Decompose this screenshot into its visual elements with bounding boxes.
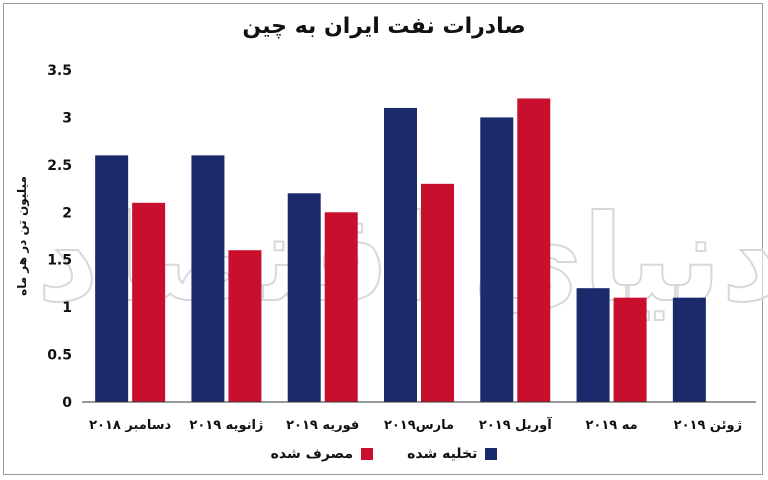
x-tick-label: فوریه ۲۰۱۹ (286, 418, 359, 433)
bar-consumed (228, 250, 262, 402)
y-tick-label: 3 (62, 110, 72, 126)
legend-swatch-unloaded (485, 448, 498, 460)
y-tick-label: 1.5 (47, 253, 72, 269)
x-tick-label: آوریل ۲۰۱۹ (479, 416, 552, 433)
bar-unloaded (672, 297, 706, 402)
x-tick-label: ژانویه ۲۰۱۹ (189, 418, 263, 433)
x-tick-label: ژوئن ۲۰۱۹ (674, 418, 742, 433)
y-tick-label: 2 (62, 205, 72, 221)
bar-unloaded (576, 288, 610, 402)
bar-consumed (132, 202, 166, 402)
bar-consumed (324, 212, 358, 402)
legend-item-consumed: مصرف شده (270, 446, 374, 462)
legend-swatch-consumed (361, 448, 374, 460)
y-tick-label: 0 (62, 395, 72, 411)
bar-unloaded (384, 107, 417, 402)
x-tick-label: مه ۲۰۱۹ (585, 418, 637, 433)
bar-unloaded (95, 155, 129, 402)
y-tick-label: 2.5 (47, 158, 72, 174)
y-tick-label: 1 (62, 300, 72, 316)
bar-unloaded (480, 117, 514, 402)
chart-title: صادرات نفت ایران به چین (242, 14, 526, 39)
bar-consumed (517, 98, 551, 402)
legend: تخلیه شده مصرف شده (0, 446, 768, 462)
x-tick-label: مارس۲۰۱۹ (384, 418, 454, 433)
bar-unloaded (191, 155, 225, 402)
y-tick-label: 0.5 (47, 348, 72, 364)
chart-frame (3, 3, 763, 475)
legend-label-consumed: مصرف شده (270, 446, 354, 462)
y-tick-label: 3.5 (47, 63, 72, 79)
bar-consumed (613, 297, 647, 402)
legend-item-unloaded: تخلیه شده (407, 446, 498, 462)
bar-unloaded (287, 193, 321, 402)
x-tick-label: دسامبر ۲۰۱۸ (89, 418, 171, 433)
bar-consumed (421, 183, 454, 402)
legend-label-unloaded: تخلیه شده (407, 446, 478, 462)
